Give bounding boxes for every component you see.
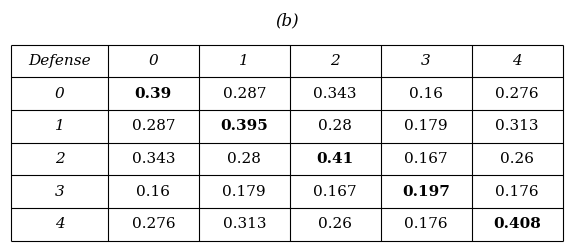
Text: 0.197: 0.197 [402,185,450,199]
Text: 0.179: 0.179 [404,119,448,133]
Text: 0: 0 [149,54,158,68]
Text: 0.313: 0.313 [223,217,266,231]
Text: 0.276: 0.276 [495,87,539,101]
Text: 1: 1 [55,119,64,133]
Text: (b): (b) [275,12,299,30]
Text: 3: 3 [55,185,64,199]
Text: 0.28: 0.28 [318,119,352,133]
Text: 0.41: 0.41 [317,152,354,166]
Text: 3: 3 [421,54,431,68]
Text: 2: 2 [331,54,340,68]
Text: 0.26: 0.26 [500,152,534,166]
Text: 0.16: 0.16 [137,185,170,199]
Text: 4: 4 [55,217,64,231]
Text: 0.343: 0.343 [313,87,357,101]
Text: 0.313: 0.313 [495,119,539,133]
Text: Defense: Defense [28,54,91,68]
Text: 0.276: 0.276 [131,217,175,231]
Text: 2: 2 [55,152,64,166]
Text: 0.28: 0.28 [227,152,261,166]
Text: 0.26: 0.26 [318,217,352,231]
Text: 0.176: 0.176 [495,185,539,199]
Text: 0.408: 0.408 [493,217,541,231]
Text: 0.176: 0.176 [404,217,448,231]
Text: 4: 4 [512,54,522,68]
Text: 1: 1 [239,54,249,68]
Text: 0: 0 [55,87,64,101]
Text: 0.179: 0.179 [223,185,266,199]
Text: 0.167: 0.167 [313,185,357,199]
Text: 0.39: 0.39 [135,87,172,101]
Text: 0.16: 0.16 [409,87,443,101]
Text: 0.287: 0.287 [131,119,175,133]
Text: 0.287: 0.287 [223,87,266,101]
Text: 0.343: 0.343 [131,152,175,166]
Text: 0.167: 0.167 [404,152,448,166]
Text: 0.395: 0.395 [220,119,268,133]
